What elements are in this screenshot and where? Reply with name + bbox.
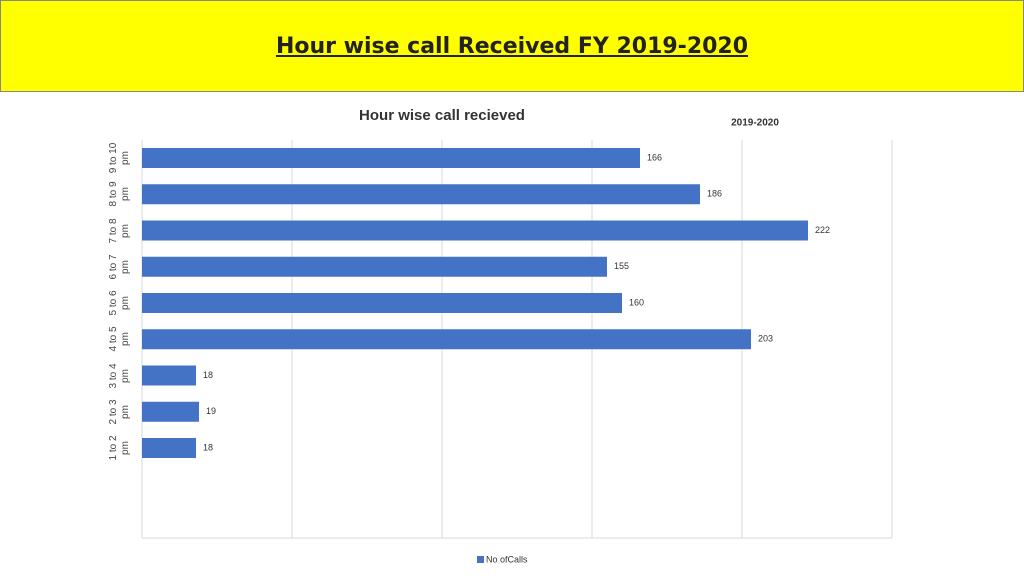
bar	[142, 438, 196, 458]
data-label: 19	[206, 406, 216, 416]
bar	[142, 256, 607, 277]
bar	[142, 220, 808, 241]
legend-label: No ofCalls	[486, 554, 528, 564]
data-label: 18	[203, 370, 213, 380]
data-label: 222	[815, 225, 830, 235]
header-banner: Hour wise call Received FY 2019-2020	[0, 0, 1024, 92]
y-tick-label: 7 to 8 pm	[108, 217, 131, 244]
bar	[142, 401, 199, 422]
y-tick-label: 4 to 5 pm	[108, 326, 131, 352]
data-label: 18	[203, 442, 213, 452]
y-tick-label: 5 to 6 pm	[108, 290, 131, 316]
chart-subtitle: 2019-2020	[731, 118, 779, 129]
y-tick-label: 1 to 2 pm	[108, 435, 131, 461]
y-tick-label: 9 to 10 pm	[108, 142, 131, 174]
y-tick-label: 2 to 3 pm	[108, 399, 131, 425]
data-label: 186	[707, 189, 722, 199]
legend-swatch	[477, 556, 484, 563]
bar	[142, 329, 751, 350]
data-label: 160	[629, 297, 644, 307]
bar	[142, 293, 622, 313]
bar	[142, 365, 196, 386]
chart-title: Hour wise call recieved	[359, 107, 525, 124]
bar	[142, 148, 640, 168]
y-tick-label: 8 to 9 pm	[108, 181, 131, 207]
data-label: 155	[614, 261, 629, 271]
y-tick-label: 3 to 4 pm	[108, 362, 131, 389]
header-title: Hour wise call Received FY 2019-2020	[275, 33, 749, 59]
bar	[142, 184, 700, 205]
y-tick-label: 6 to 7 pm	[108, 254, 131, 280]
data-label: 166	[647, 152, 662, 162]
data-label: 203	[758, 334, 773, 344]
